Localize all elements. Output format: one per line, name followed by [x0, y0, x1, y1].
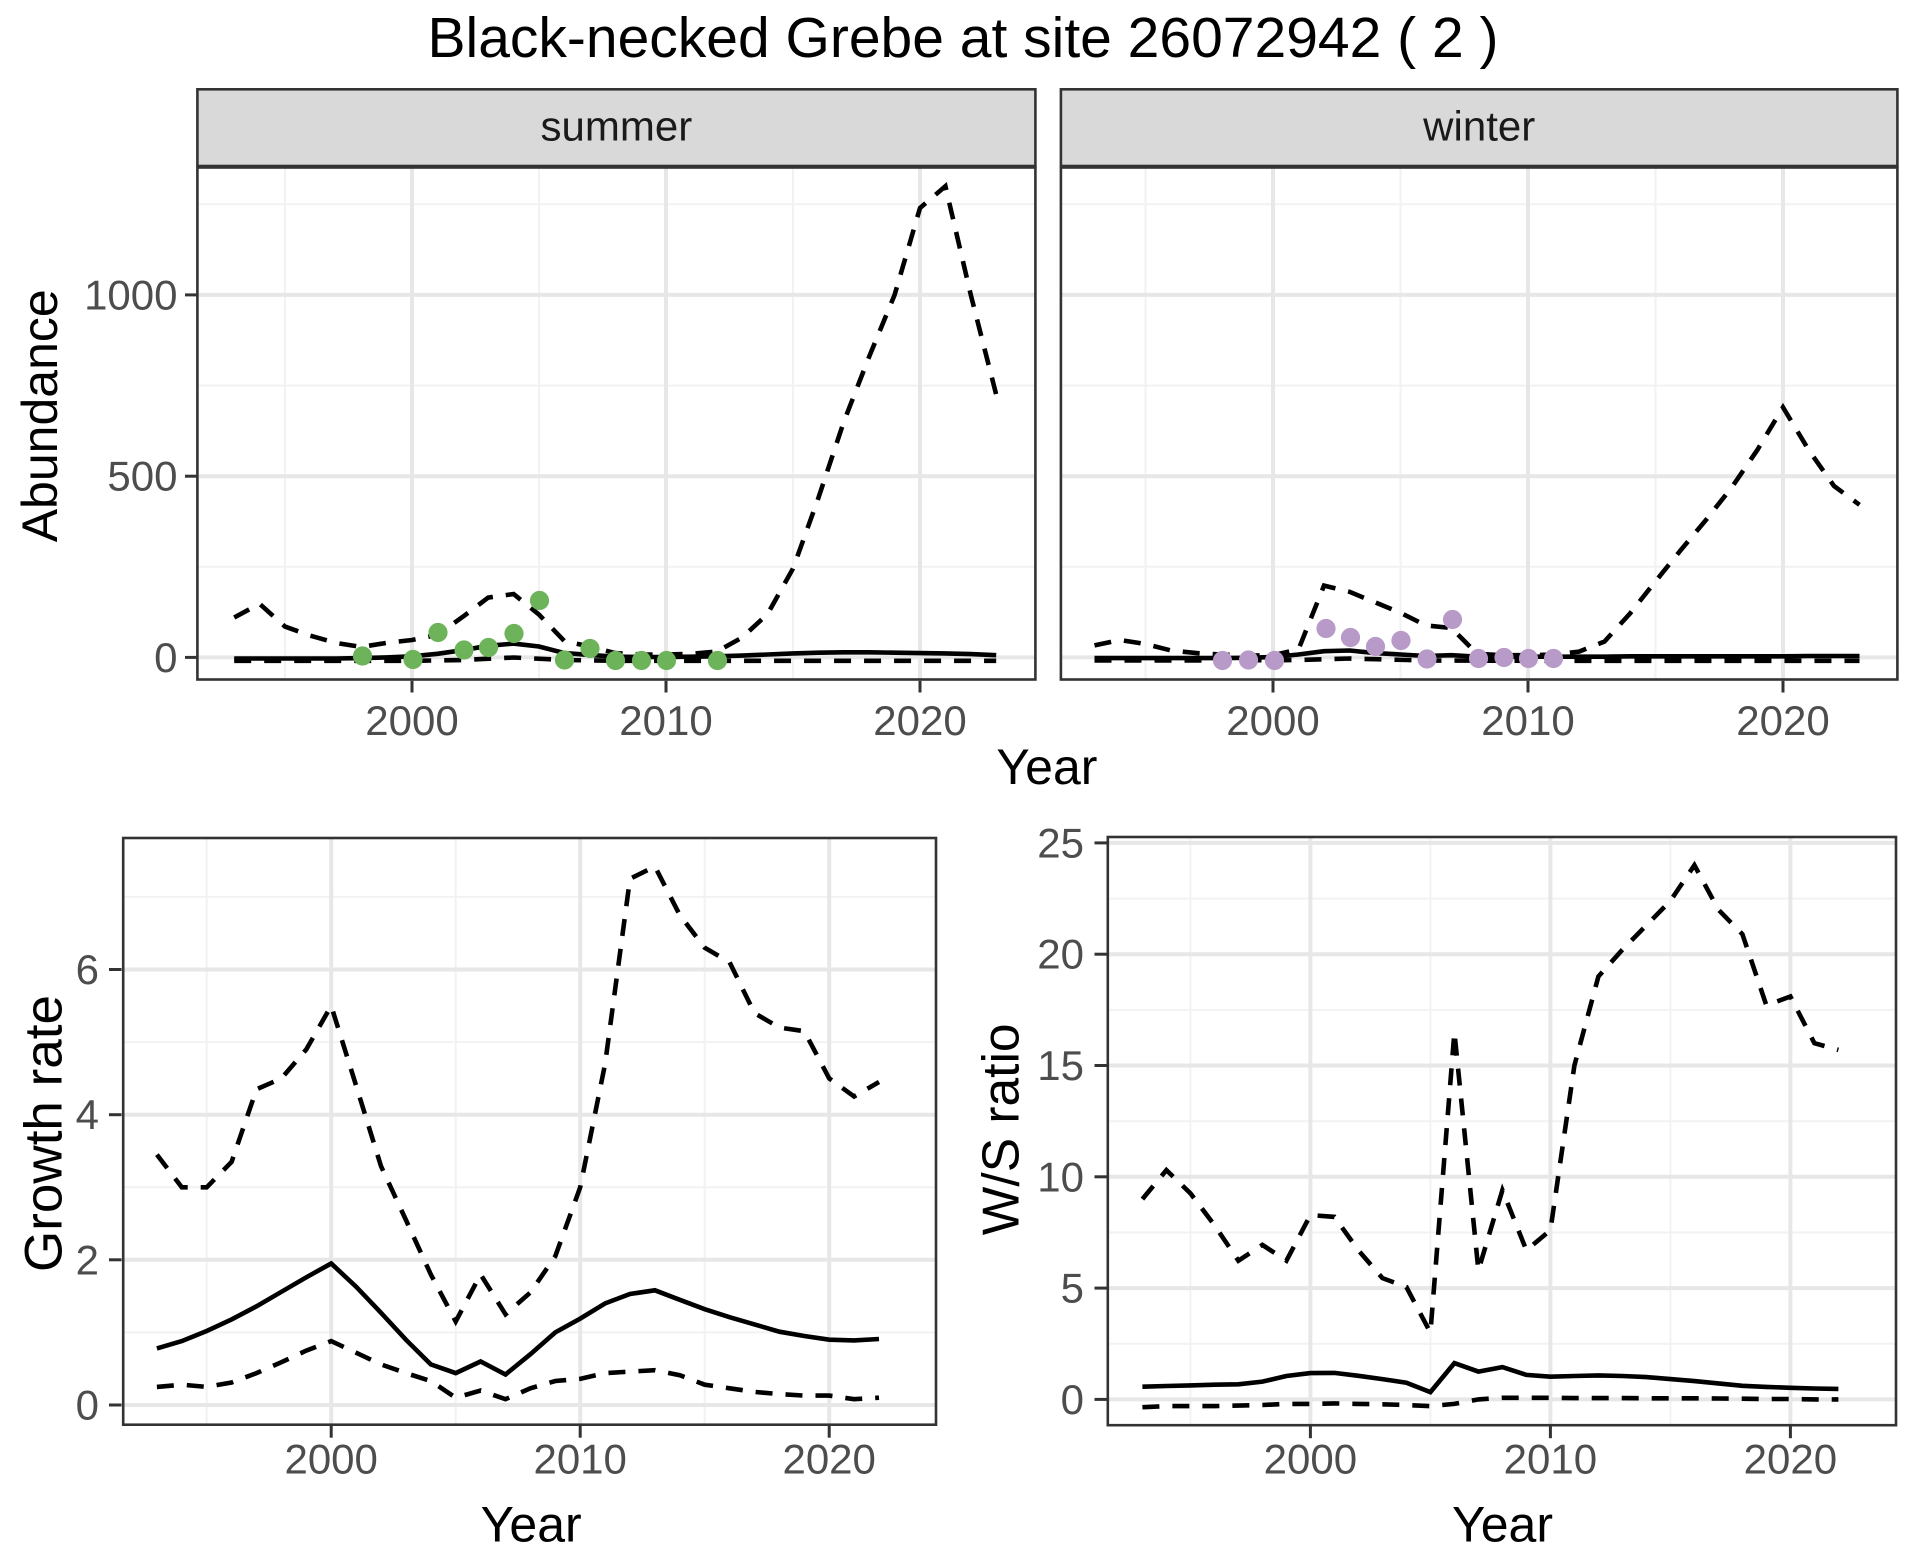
svg-text:Year: Year — [1452, 1497, 1553, 1553]
svg-text:500: 500 — [107, 453, 177, 500]
svg-text:2: 2 — [76, 1236, 99, 1283]
svg-text:4: 4 — [76, 1091, 99, 1138]
svg-text:2000: 2000 — [1226, 697, 1319, 744]
svg-text:10: 10 — [1037, 1153, 1084, 1200]
svg-text:2000: 2000 — [284, 1436, 377, 1483]
svg-text:20: 20 — [1037, 931, 1084, 978]
svg-text:2010: 2010 — [1481, 697, 1574, 744]
svg-text:2010: 2010 — [533, 1436, 626, 1483]
svg-text:2000: 2000 — [1264, 1436, 1357, 1483]
svg-text:summer: summer — [541, 103, 693, 150]
svg-text:25: 25 — [1037, 819, 1084, 866]
svg-text:0: 0 — [76, 1382, 99, 1429]
svg-text:2020: 2020 — [873, 697, 966, 744]
svg-text:2010: 2010 — [619, 697, 712, 744]
svg-text:2000: 2000 — [365, 697, 458, 744]
svg-text:0: 0 — [1061, 1376, 1084, 1423]
svg-text:winter: winter — [1422, 103, 1535, 150]
svg-text:5: 5 — [1061, 1265, 1084, 1312]
svg-text:Growth rate: Growth rate — [15, 995, 74, 1272]
svg-text:2020: 2020 — [782, 1436, 875, 1483]
svg-text:2020: 2020 — [1736, 697, 1829, 744]
svg-text:Black-necked Grebe at site 260: Black-necked Grebe at site 26072942 ( 2 … — [428, 6, 1499, 70]
svg-text:Year: Year — [996, 739, 1097, 795]
svg-text:15: 15 — [1037, 1042, 1084, 1089]
svg-text:Abundance: Abundance — [12, 289, 68, 542]
svg-text:W/S ratio: W/S ratio — [972, 1023, 1030, 1235]
svg-text:2010: 2010 — [1504, 1436, 1597, 1483]
svg-text:Year: Year — [481, 1497, 582, 1553]
svg-text:0: 0 — [154, 634, 177, 681]
svg-text:2020: 2020 — [1744, 1436, 1837, 1483]
svg-text:1000: 1000 — [84, 271, 177, 318]
svg-text:6: 6 — [76, 946, 99, 993]
